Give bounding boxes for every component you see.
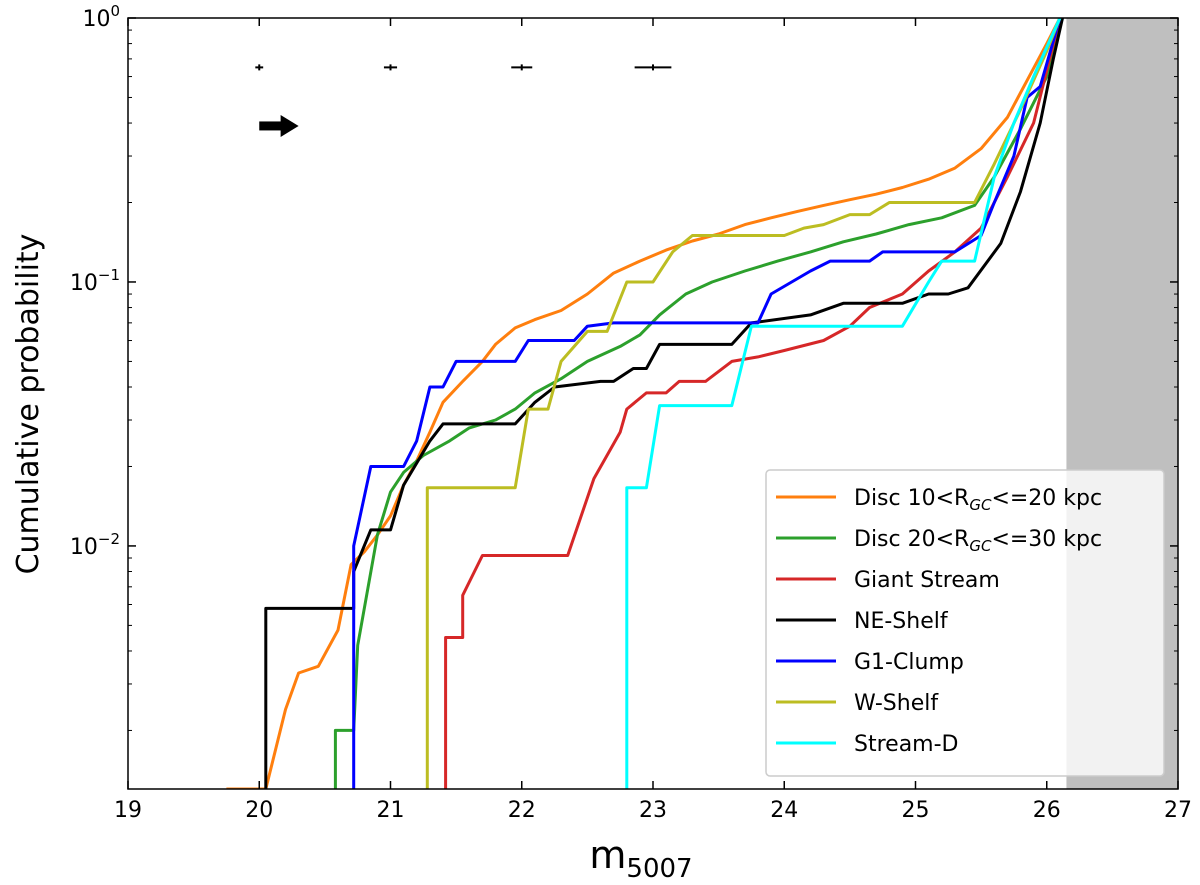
legend-label-3: NE-Shelf [854, 609, 949, 634]
y-tick-exponent: −1 [98, 266, 120, 284]
series-layer [226, 18, 1064, 789]
legend-label-main: NE-Shelf [854, 609, 949, 634]
legend-label-tail: <=20 kpc [991, 486, 1102, 511]
arrow-layer [259, 114, 299, 137]
x-axis-title-sub: 5007 [626, 854, 692, 884]
y-tick-exponent: −2 [98, 530, 120, 548]
legend-label-main: Stream-D [854, 732, 958, 757]
error-bar-layer [255, 64, 672, 71]
legend-label-main: W-Shelf [854, 691, 939, 716]
y-tick-exponent: 0 [110, 2, 120, 20]
y-tick-label-2: 100 [82, 2, 120, 32]
series-line-6 [625, 18, 1062, 789]
x-axis-title-main: m [589, 833, 626, 877]
y-axis-title: Cumulative probability [11, 234, 46, 575]
x-tick-label-3: 22 [508, 798, 536, 823]
x-tick-label-8: 27 [1164, 798, 1192, 823]
x-tick-label-7: 26 [1033, 798, 1061, 823]
legend-box [765, 469, 1165, 777]
x-tick-label-2: 21 [377, 798, 405, 823]
series-line-4 [352, 18, 1062, 789]
legend-label-2: Giant Stream [854, 568, 1000, 593]
y-tick-base: 10 [70, 535, 98, 560]
y-tick-label-1: 10−1 [70, 266, 120, 296]
legend-label-sub: GC [969, 537, 992, 555]
series-line-0 [226, 18, 1062, 789]
series-line-5 [425, 18, 1062, 789]
legend-label-0: Disc 10<RGC<=20 kpc [854, 486, 1102, 514]
legend-label-main: G1-Clump [854, 650, 964, 675]
legend-label-tail: <=30 kpc [991, 527, 1102, 552]
y-tick-base: 10 [70, 271, 98, 296]
x-tick-label-4: 23 [639, 798, 667, 823]
series-line-1 [333, 18, 1062, 789]
arrow-shaft [259, 121, 283, 131]
legend-label-1: Disc 20<RGC<=30 kpc [854, 527, 1102, 555]
x-tick-label-5: 24 [770, 798, 798, 823]
series-line-2 [444, 18, 1062, 789]
legend-label-sub: GC [969, 496, 992, 514]
legend-label-5: W-Shelf [854, 691, 939, 716]
y-tick-base: 10 [82, 7, 110, 32]
x-tick-label-6: 25 [902, 798, 930, 823]
legend-label-main: Disc 20<R [854, 527, 969, 552]
legend-label-main: Giant Stream [854, 568, 1000, 593]
arrow-head [280, 114, 299, 137]
y-tick-label-0: 10−2 [70, 530, 120, 560]
legend-label-main: Disc 10<R [854, 486, 969, 511]
series-line-3 [264, 18, 1064, 789]
x-tick-label-1: 20 [245, 798, 273, 823]
x-axis-title: m5007 [589, 833, 692, 884]
legend-label-6: Stream-D [854, 732, 958, 757]
legend-label-4: G1-Clump [854, 650, 964, 675]
x-tick-label-0: 19 [114, 798, 142, 823]
